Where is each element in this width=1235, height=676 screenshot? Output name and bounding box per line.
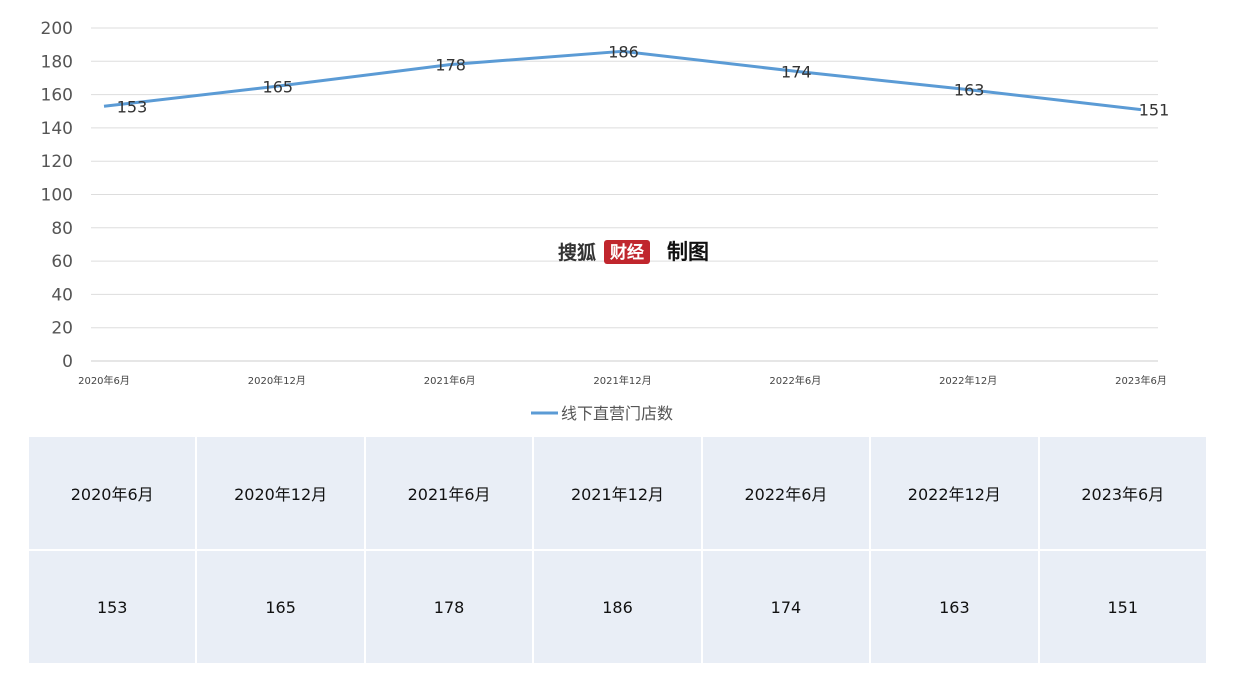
x-tick-label: 2023年6月	[1115, 374, 1167, 387]
x-tick-label: 2022年12月	[939, 374, 997, 387]
data-labels: 153 165 178 186 174 163 151	[117, 42, 1170, 119]
table-header-cell: 2021年12月	[534, 437, 701, 549]
data-label: 186	[608, 42, 639, 61]
table-header-cell: 2022年6月	[702, 437, 870, 549]
table-value-cell: 178	[365, 551, 533, 663]
y-tick-label: 20	[51, 319, 73, 339]
y-tick-label: 60	[51, 252, 73, 272]
y-tick-label: 40	[51, 285, 73, 305]
watermark-right-text: 制图	[667, 240, 709, 264]
table-value-cell: 165	[197, 551, 364, 663]
table-header-cell: 2021年6月	[365, 437, 533, 549]
table-header-cell: 2022年12月	[871, 437, 1038, 549]
y-tick-label: 100	[41, 186, 73, 206]
data-label: 165	[263, 77, 294, 96]
data-label: 151	[1139, 101, 1170, 120]
table-header-cell: 2020年12月	[197, 437, 364, 549]
data-label: 178	[435, 56, 466, 75]
watermark-logo: 搜狐 财经 制图	[558, 240, 709, 264]
x-tick-label: 2021年6月	[424, 374, 476, 387]
watermark-box	[604, 240, 650, 264]
y-tick-label: 140	[41, 119, 73, 139]
data-label: 174	[781, 62, 812, 81]
y-axis-ticks: 0 20 40 60 80 100 120 140 160 180 200	[41, 19, 73, 372]
series-line	[103, 49, 1142, 112]
y-tick-label: 200	[41, 19, 73, 39]
table-value-cell: 153	[29, 551, 196, 663]
data-table: 2020年6月 2020年12月 2021年6月 2021年12月 2022年6…	[29, 437, 1206, 663]
x-tick-label: 2020年6月	[78, 374, 130, 387]
data-label: 163	[954, 81, 985, 100]
series-lines	[103, 49, 1142, 112]
legend: 线下直营门店数	[531, 404, 673, 423]
table-value-cell: 163	[871, 551, 1038, 663]
table-value-cell: 174	[702, 551, 870, 663]
y-tick-label: 80	[51, 219, 73, 239]
y-tick-label: 180	[41, 52, 73, 72]
watermark-box-text: 财经	[609, 242, 644, 263]
x-tick-label: 2022年6月	[769, 374, 821, 387]
table-value-cell: 151	[1039, 551, 1206, 663]
gridlines	[91, 27, 1158, 362]
data-label: 153	[117, 97, 148, 116]
x-tick-label: 2020年12月	[248, 374, 306, 387]
x-tick-label: 2021年12月	[593, 374, 651, 387]
y-tick-label: 160	[41, 86, 73, 106]
legend-label: 线下直营门店数	[561, 404, 673, 423]
y-tick-label: 0	[62, 352, 73, 372]
x-axis-ticks: 2020年6月 2020年12月 2021年6月 2021年12月 2022年6月 202…	[78, 374, 1167, 387]
table-value-cell: 186	[534, 551, 701, 663]
table-header-cell: 2023年6月	[1039, 437, 1206, 549]
table-header-cell: 2020年6月	[29, 437, 196, 549]
y-tick-label: 120	[41, 152, 73, 172]
watermark-left-text: 搜狐	[558, 241, 596, 264]
